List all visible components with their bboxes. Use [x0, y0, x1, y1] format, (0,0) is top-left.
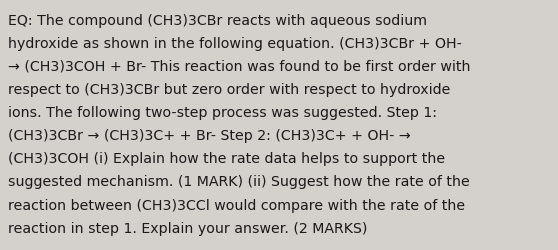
- Text: ions. The following two-step process was suggested. Step 1:: ions. The following two-step process was…: [8, 106, 437, 120]
- Text: → (CH3)3COH + Br- This reaction was found to be first order with: → (CH3)3COH + Br- This reaction was foun…: [8, 60, 471, 74]
- Text: hydroxide as shown in the following equation. (CH3)3CBr + OH-: hydroxide as shown in the following equa…: [8, 37, 462, 51]
- Text: reaction in step 1. Explain your answer. (2 MARKS): reaction in step 1. Explain your answer.…: [8, 221, 368, 235]
- Text: (CH3)3CBr → (CH3)3C+ + Br- Step 2: (CH3)3C+ + OH- →: (CH3)3CBr → (CH3)3C+ + Br- Step 2: (CH3)…: [8, 129, 411, 143]
- Text: suggested mechanism. (1 MARK) (ii) Suggest how the rate of the: suggested mechanism. (1 MARK) (ii) Sugge…: [8, 175, 470, 189]
- Text: reaction between (CH3)3CCl would compare with the rate of the: reaction between (CH3)3CCl would compare…: [8, 198, 465, 212]
- Text: respect to (CH3)3CBr but zero order with respect to hydroxide: respect to (CH3)3CBr but zero order with…: [8, 83, 451, 97]
- Text: (CH3)3COH (i) Explain how the rate data helps to support the: (CH3)3COH (i) Explain how the rate data …: [8, 152, 445, 166]
- Text: EQ: The compound (CH3)3CBr reacts with aqueous sodium: EQ: The compound (CH3)3CBr reacts with a…: [8, 14, 427, 28]
